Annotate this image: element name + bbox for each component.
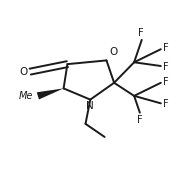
Text: F: F	[163, 77, 168, 87]
Text: N: N	[86, 102, 94, 111]
Text: Me: Me	[19, 91, 33, 101]
Text: F: F	[137, 115, 143, 125]
Text: O: O	[19, 67, 27, 77]
Text: F: F	[138, 28, 144, 38]
Polygon shape	[37, 88, 64, 99]
Text: O: O	[109, 47, 118, 57]
Text: F: F	[163, 62, 168, 72]
Text: F: F	[163, 99, 168, 109]
Text: F: F	[163, 43, 168, 53]
